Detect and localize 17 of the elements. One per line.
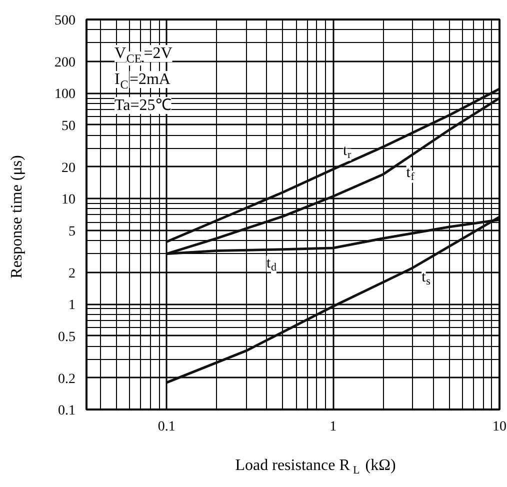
y-tick-label: 500: [54, 14, 76, 28]
y-axis-title: Response time (μs): [8, 155, 26, 278]
y-tick-label: 5: [68, 224, 76, 240]
annotation: Ta=25℃: [114, 97, 172, 114]
x-tick-label: 1: [330, 420, 337, 434]
y-tick-label: 0.2: [58, 372, 76, 387]
y-tick-label: 1: [68, 298, 76, 314]
y-tick-label: 20: [62, 160, 76, 176]
y-tick-label: 0.1: [58, 404, 76, 418]
x-tick-label: 10: [492, 420, 506, 434]
y-tick-label: 100: [54, 87, 76, 102]
y-tick-label: 10: [62, 192, 76, 208]
y-tick-label: 50: [62, 118, 76, 134]
y-tick-label: 0.5: [58, 330, 76, 345]
y-tick-label: 200: [54, 55, 76, 70]
x-tick-label: 0.1: [158, 420, 176, 434]
y-tick-label: 2: [68, 266, 76, 282]
